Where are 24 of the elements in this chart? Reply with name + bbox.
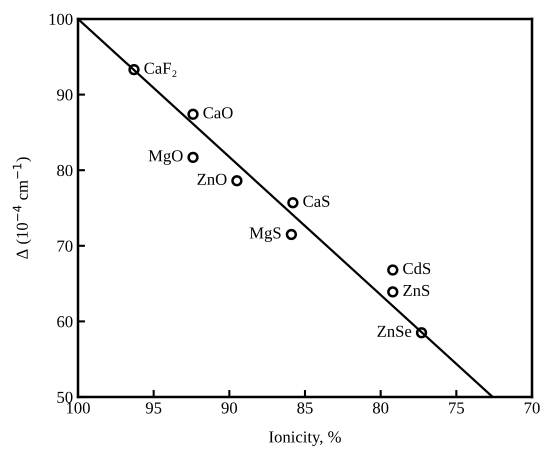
annotation: ZnS — [403, 284, 430, 296]
y-axis-title: Δ (10$^{−4}$ cm$^{−1}$) — [12, 157, 32, 259]
x-tick-label: 70 — [524, 402, 540, 414]
y-tick-label: 100 — [50, 14, 73, 25]
y-tick-label: 90 — [57, 89, 73, 101]
x-tick-label: 95 — [146, 402, 162, 414]
y-tick-label: 50 — [57, 392, 73, 403]
annotation: ZnSe — [377, 326, 412, 337]
x-tick-label: 75 — [449, 402, 464, 414]
x-tick-label: 100 — [66, 402, 90, 414]
annotation: MgO — [148, 150, 183, 165]
annotation: CaO — [203, 107, 233, 118]
x-tick-label: 90 — [222, 402, 238, 414]
annotation: ZnO — [197, 174, 226, 185]
y-tick-label: 70 — [58, 240, 73, 252]
annotation: CaF₂ — [144, 62, 176, 78]
annotation: MgS — [250, 227, 281, 242]
annotation: CdS — [403, 262, 430, 274]
x-tick-label: 80 — [372, 402, 388, 414]
x-axis-title: Ionicity, % — [269, 431, 341, 446]
y-tick-label: 80 — [57, 164, 73, 176]
x-tick-label: 85 — [297, 402, 313, 414]
y-tick-label: 60 — [57, 316, 73, 328]
annotation: CaS — [303, 196, 330, 207]
